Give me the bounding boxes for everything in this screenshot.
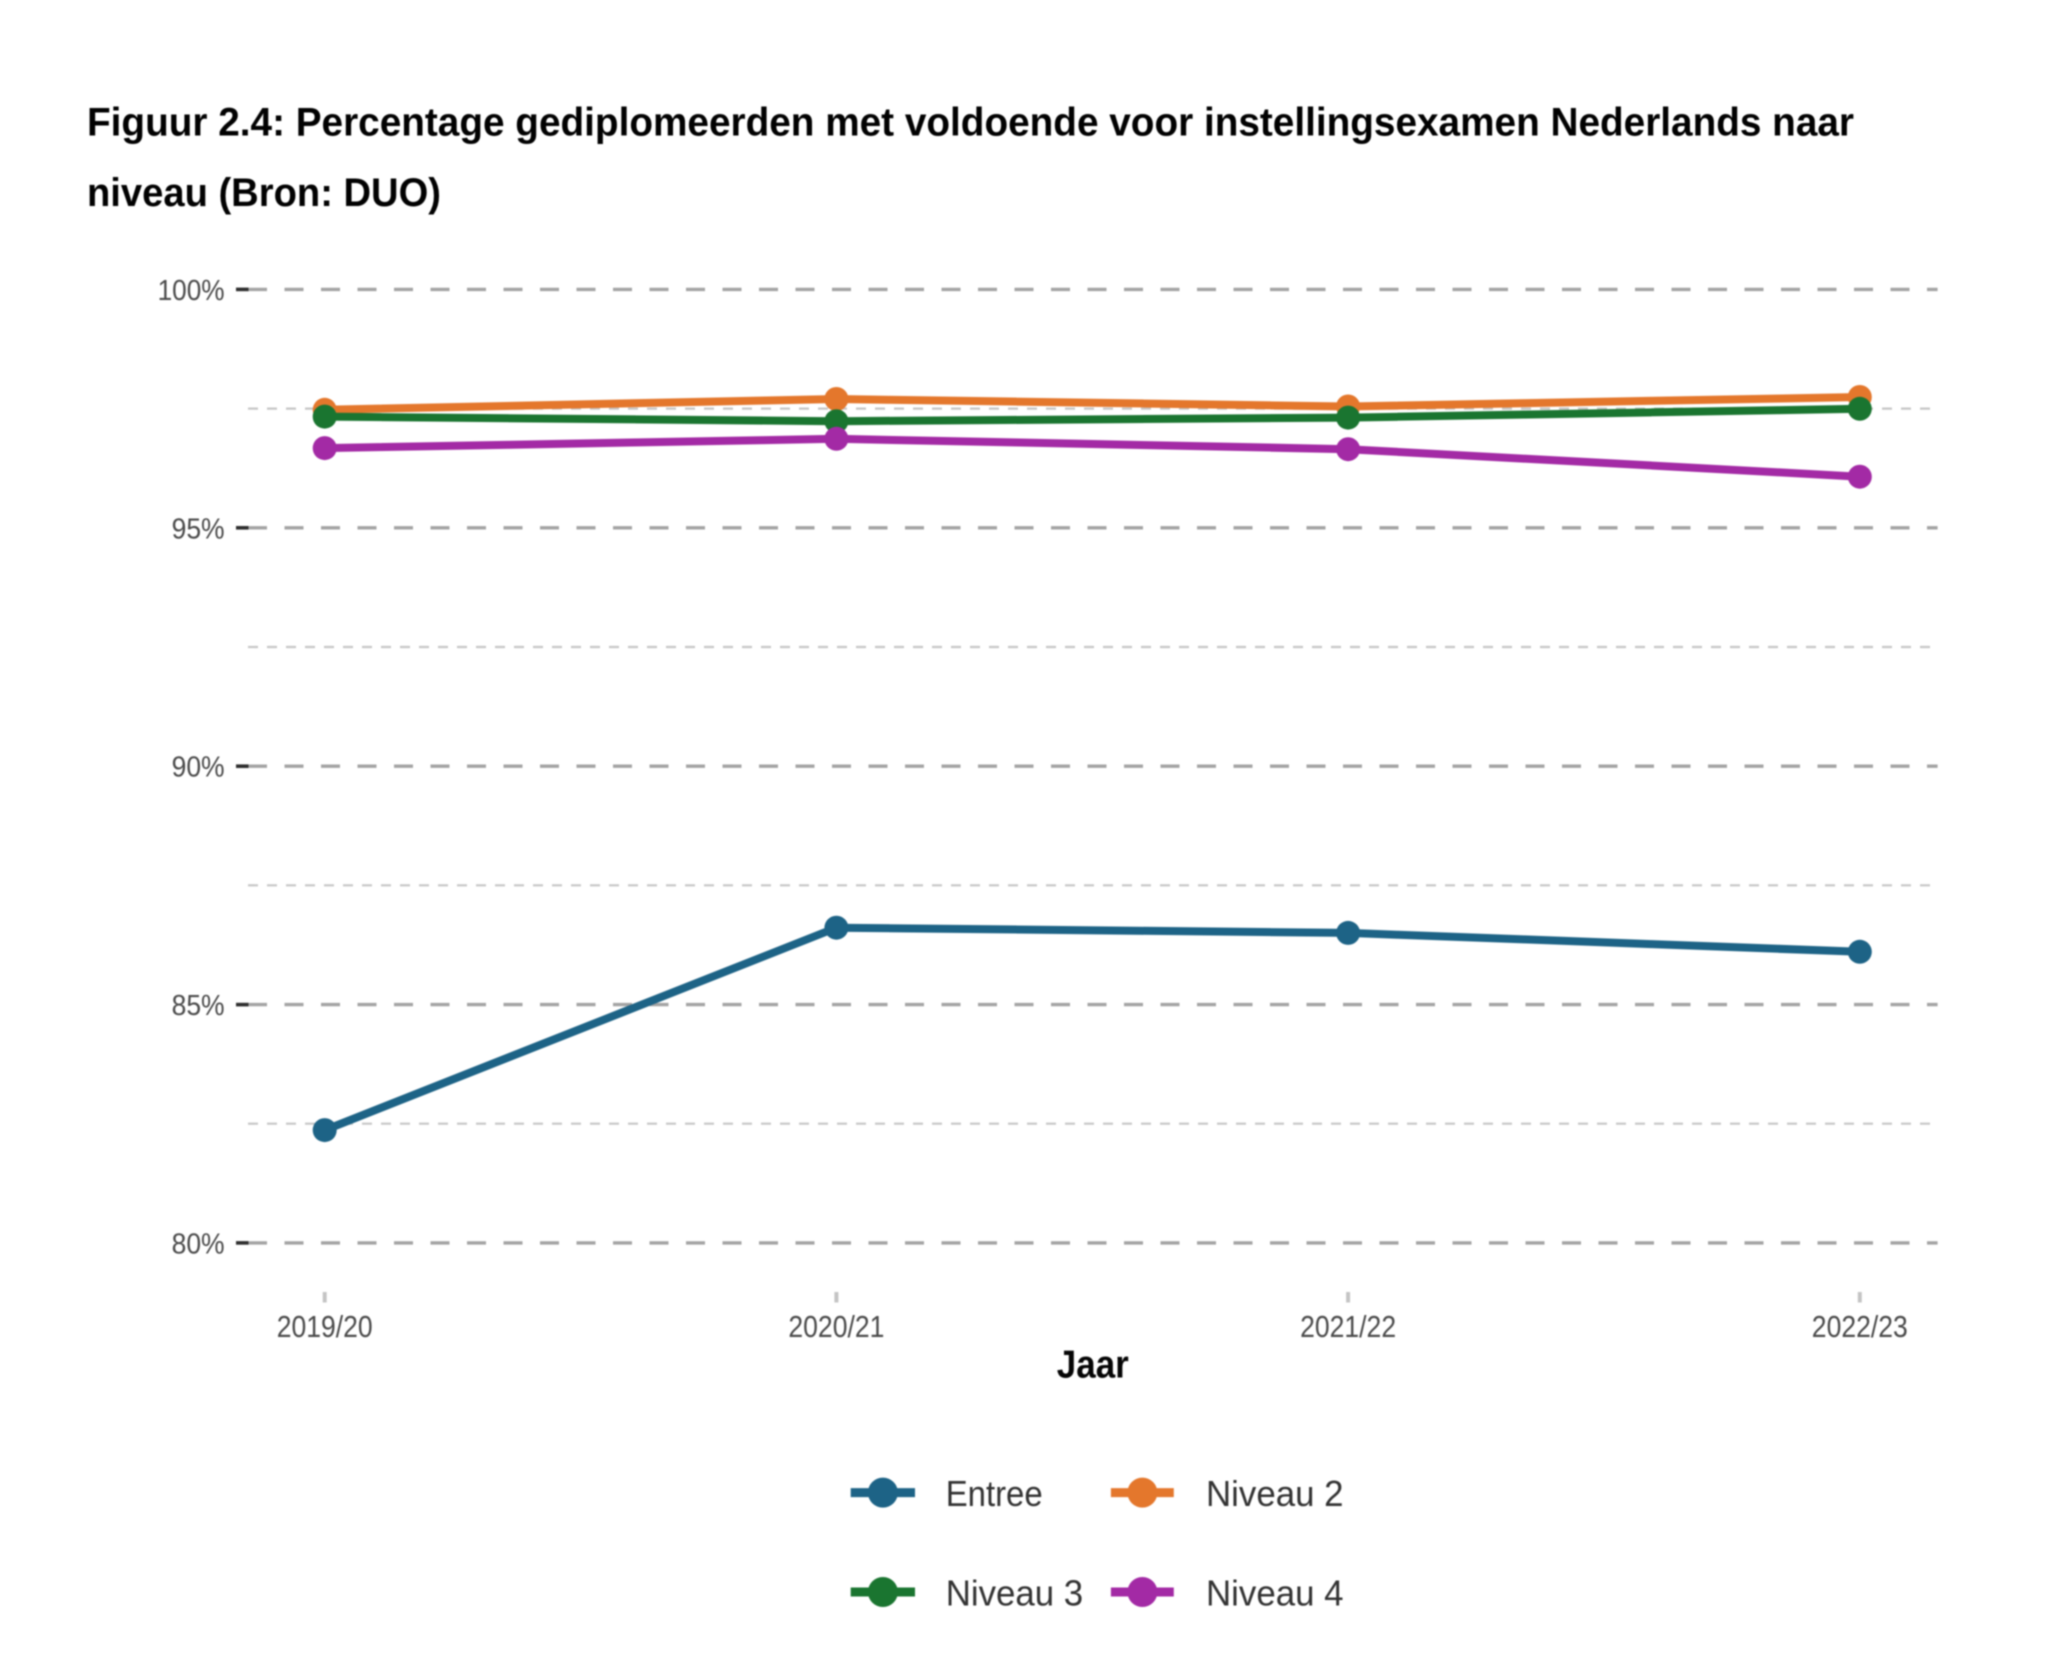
svg-text:2022/23: 2022/23 xyxy=(1812,1309,1908,1344)
svg-text:80%: 80% xyxy=(172,1228,225,1260)
svg-text:2020/21: 2020/21 xyxy=(788,1309,884,1344)
svg-text:Jaar: Jaar xyxy=(1057,1343,1129,1386)
svg-text:95%: 95% xyxy=(172,513,225,545)
svg-text:Niveau 2: Niveau 2 xyxy=(1206,1473,1344,1514)
svg-text:2021/22: 2021/22 xyxy=(1300,1309,1396,1344)
svg-text:niveau (Bron: DUO): niveau (Bron: DUO) xyxy=(87,171,441,215)
svg-text:100%: 100% xyxy=(158,275,225,307)
svg-text:Niveau 3: Niveau 3 xyxy=(946,1573,1083,1614)
svg-text:90%: 90% xyxy=(172,752,225,784)
svg-text:Entree: Entree xyxy=(946,1473,1043,1514)
svg-text:Figuur 2.4: Percentage gediplo: Figuur 2.4: Percentage gediplomeerden me… xyxy=(87,101,1854,145)
svg-text:Niveau 4: Niveau 4 xyxy=(1206,1573,1344,1614)
svg-text:85%: 85% xyxy=(172,990,225,1022)
svg-text:2019/20: 2019/20 xyxy=(277,1309,373,1344)
